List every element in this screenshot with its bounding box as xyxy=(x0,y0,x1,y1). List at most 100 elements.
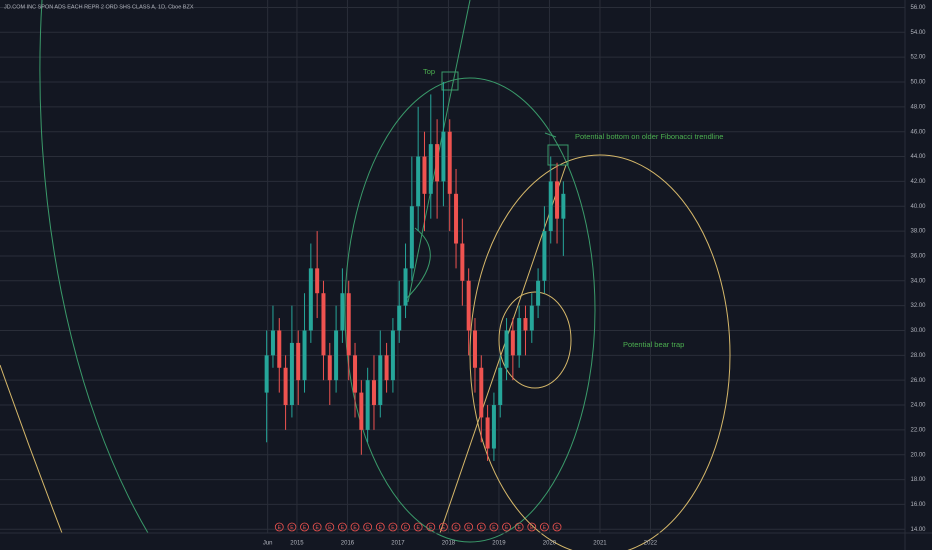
earnings-marker xyxy=(312,522,322,532)
candle-body xyxy=(353,355,358,393)
earnings-label: E xyxy=(328,525,332,531)
x-tick-label: 2016 xyxy=(341,541,355,547)
candle-body xyxy=(466,280,471,331)
earnings-label: E xyxy=(315,525,319,531)
earnings-marker xyxy=(375,522,385,532)
candle-body xyxy=(390,330,395,381)
earnings-label: E xyxy=(454,525,458,531)
earnings-marker xyxy=(527,522,537,532)
y-tick-label: 30.00 xyxy=(910,328,926,334)
earnings-label: E xyxy=(290,525,294,531)
candle-body xyxy=(561,193,566,219)
candle-body xyxy=(548,181,553,232)
earnings-marker xyxy=(363,522,373,532)
fib-circle xyxy=(469,154,731,550)
candle-body xyxy=(536,280,541,306)
earnings-label: E xyxy=(492,525,496,531)
y-tick-label: 52.00 xyxy=(910,55,926,61)
candle-body xyxy=(302,330,307,381)
earnings-marker xyxy=(350,522,360,532)
earnings-marker xyxy=(489,522,499,532)
x-tick-label: 2018 xyxy=(442,541,456,547)
candle-body xyxy=(334,330,339,381)
y-tick-label: 14.00 xyxy=(910,527,926,533)
y-tick-label: 48.00 xyxy=(910,104,926,110)
y-tick-label: 20.00 xyxy=(910,452,926,458)
earnings-label: E xyxy=(366,525,370,531)
earnings-label: E xyxy=(341,525,345,531)
candle-body xyxy=(270,330,275,356)
candle-body xyxy=(378,355,383,406)
earnings-marker xyxy=(300,522,309,532)
earnings-label: E xyxy=(404,525,408,531)
arrow xyxy=(544,132,557,138)
earnings-marker xyxy=(338,522,347,532)
y-tick-label: 42.00 xyxy=(910,179,926,185)
candle-body xyxy=(296,342,301,381)
earnings-marker xyxy=(439,522,448,532)
y-tick-label: 16.00 xyxy=(910,502,926,508)
annotation: Potential bottom on older Fibonacci tren… xyxy=(575,132,723,141)
candle-body xyxy=(283,367,288,406)
y-tick-label: 34.00 xyxy=(910,278,926,284)
earnings-label: E xyxy=(555,525,559,531)
candle-body xyxy=(472,330,477,368)
candle-body xyxy=(416,156,421,207)
x-tick-label: Jun xyxy=(263,541,273,547)
earnings-label: E xyxy=(379,525,383,531)
x-tick-label: 2020 xyxy=(543,541,557,547)
y-tick-label: 50.00 xyxy=(910,80,926,86)
candle-body xyxy=(529,305,534,331)
fib-arc xyxy=(0,364,63,534)
earnings-label: E xyxy=(442,525,446,531)
earnings-label: E xyxy=(467,525,471,531)
y-tick-label: 28.00 xyxy=(910,353,926,359)
chart-title: JD.COM INC SPON ADS EACH REPR 2 ORD SHS … xyxy=(4,4,194,10)
y-tick-label: 56.00 xyxy=(910,5,926,11)
earnings-label: E xyxy=(530,525,534,531)
candle-body xyxy=(397,305,402,331)
earnings-label: E xyxy=(429,525,433,531)
earnings-marker xyxy=(274,522,284,532)
candle-body xyxy=(289,342,294,406)
earnings-marker xyxy=(287,522,297,532)
fib-arc xyxy=(39,0,149,534)
earnings-marker xyxy=(413,522,423,532)
y-tick-label: 44.00 xyxy=(910,154,926,160)
y-tick-label: 46.00 xyxy=(910,129,926,135)
y-tick-label: 40.00 xyxy=(910,204,926,210)
earnings-label: E xyxy=(391,525,395,531)
trend-line xyxy=(439,164,567,534)
candle-body xyxy=(460,243,465,281)
x-tick-label: 2021 xyxy=(593,541,607,547)
candle-body xyxy=(327,355,332,381)
y-tick-label: 22.00 xyxy=(910,427,926,433)
earnings-marker xyxy=(514,522,524,532)
earnings-marker xyxy=(502,522,511,532)
earnings-marker xyxy=(325,522,335,532)
marker-box xyxy=(441,71,459,91)
candle-body xyxy=(340,293,345,331)
candles xyxy=(264,82,566,461)
x-tick-label: 2022 xyxy=(644,541,658,547)
y-tick-label: 18.00 xyxy=(910,477,926,483)
candle-body xyxy=(428,144,433,194)
candle-body xyxy=(510,330,515,356)
earnings-marker xyxy=(388,522,398,532)
earnings-marker xyxy=(401,522,410,532)
earnings-label: E xyxy=(303,525,307,531)
earnings-marker xyxy=(464,522,474,532)
candle-body xyxy=(422,156,427,194)
candle-body xyxy=(447,131,452,194)
x-tick-label: 2017 xyxy=(391,541,405,547)
marker-box xyxy=(547,144,569,166)
x-tick-label: 2019 xyxy=(492,541,506,547)
candle-body xyxy=(523,318,528,331)
y-tick-label: 26.00 xyxy=(910,378,926,384)
y-tick-label: 32.00 xyxy=(910,303,926,309)
candle-body xyxy=(409,206,414,269)
earnings-label: E xyxy=(416,525,420,531)
candle-body xyxy=(371,380,376,406)
earnings-label: E xyxy=(353,525,357,531)
